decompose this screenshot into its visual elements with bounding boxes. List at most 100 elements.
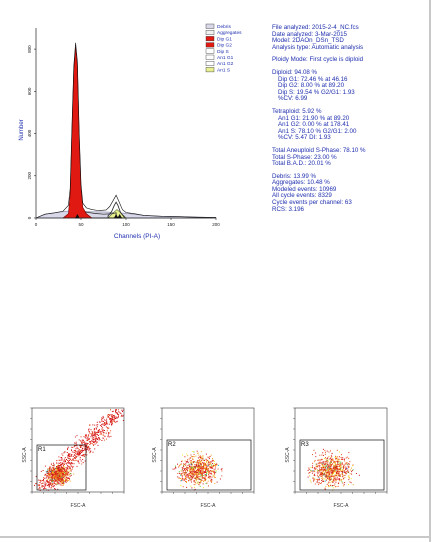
event-dot [55,476,57,478]
event-dot [184,473,186,475]
event-dot [192,462,194,464]
event-dot [115,410,117,412]
event-dot [328,472,330,474]
event-dot [107,415,109,417]
event-dot [47,472,49,474]
event-dot [182,486,184,488]
event-dot [95,442,97,444]
event-dot [93,428,95,430]
event-dot [320,473,321,475]
event-dot [342,468,344,470]
event-dot [211,464,213,466]
event-dot [192,470,194,472]
event-dot [76,445,78,447]
event-dot [338,451,340,453]
event-dot [352,465,354,467]
event-dot [94,437,96,439]
event-dot [63,461,65,463]
event-dot [111,418,113,420]
event-dot [209,473,211,475]
event-dot [84,449,86,451]
event-dot [343,460,345,462]
event-dot [62,473,64,475]
event-dot [221,475,223,477]
event-dot [313,471,315,473]
event-dot [201,466,202,468]
event-dot [199,481,201,483]
event-dot [322,463,324,465]
event-dot [329,464,331,466]
event-dot [333,480,335,482]
event-dot [336,472,338,474]
event-dot [61,462,63,464]
event-dot [191,474,193,476]
event-dot [85,434,86,436]
event-dot [192,451,194,452]
event-dot [196,478,198,480]
event-dot [335,471,337,473]
event-dot [65,462,67,464]
event-dot [66,459,67,460]
event-dot [344,482,346,484]
event-dot [95,432,97,434]
debris-percent: Debris: 13.99 % [272,172,317,180]
event-dot [108,436,110,438]
event-dot [195,463,197,465]
event-dot [206,460,208,461]
event-dot [79,451,81,453]
peak-marker [74,214,80,219]
event-dot [47,471,48,472]
event-dot [349,481,351,483]
gate-label: R1 [38,447,46,453]
event-dot [341,479,343,480]
event-dot [56,480,57,482]
plot-frame [294,407,388,493]
event-dot [201,466,203,468]
event-dot [43,488,45,490]
event-dot [45,477,47,479]
event-dot [201,463,202,465]
event-dot [62,464,64,466]
event-dot [190,454,192,456]
event-dot [348,475,350,477]
event-dot [48,476,50,478]
event-dot [122,409,124,411]
scatter-plot-2: R2 SSC-A FSC-A [152,407,255,509]
event-dot [71,449,72,451]
event-dot [60,465,62,467]
event-dot [57,475,59,477]
event-dot [206,459,208,461]
event-dot [190,466,192,468]
event-dot [86,454,88,456]
event-dot [193,480,195,481]
event-dot [96,432,98,434]
event-dot [86,448,88,450]
event-dot [43,478,45,480]
event-dot [186,486,188,488]
event-dot [79,458,81,460]
event-dot [203,465,205,467]
event-dot [324,453,326,455]
event-dot [337,472,339,474]
event-dot [75,444,76,446]
event-dot [326,464,328,466]
event-dot [322,466,323,468]
event-dot [184,478,186,480]
event-dot [81,449,83,451]
event-dot [210,461,212,462]
event-dot [325,470,327,472]
event-dot [59,459,61,461]
event-dot [330,466,332,468]
event-dot [198,462,199,464]
event-dot [323,454,324,456]
event-dot [193,460,195,462]
event-dot [322,462,324,464]
event-dot [195,467,196,469]
event-dot [334,470,336,472]
event-dot [65,479,67,481]
event-dot [311,472,313,474]
event-dot [182,470,184,471]
event-dot [46,480,48,482]
event-dot [197,457,199,459]
event-dot [61,476,63,478]
